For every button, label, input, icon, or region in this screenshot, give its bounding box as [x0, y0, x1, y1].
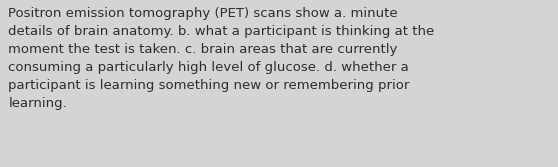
Text: Positron emission tomography (PET) scans show a. minute
details of brain anatomy: Positron emission tomography (PET) scans… — [8, 7, 435, 110]
